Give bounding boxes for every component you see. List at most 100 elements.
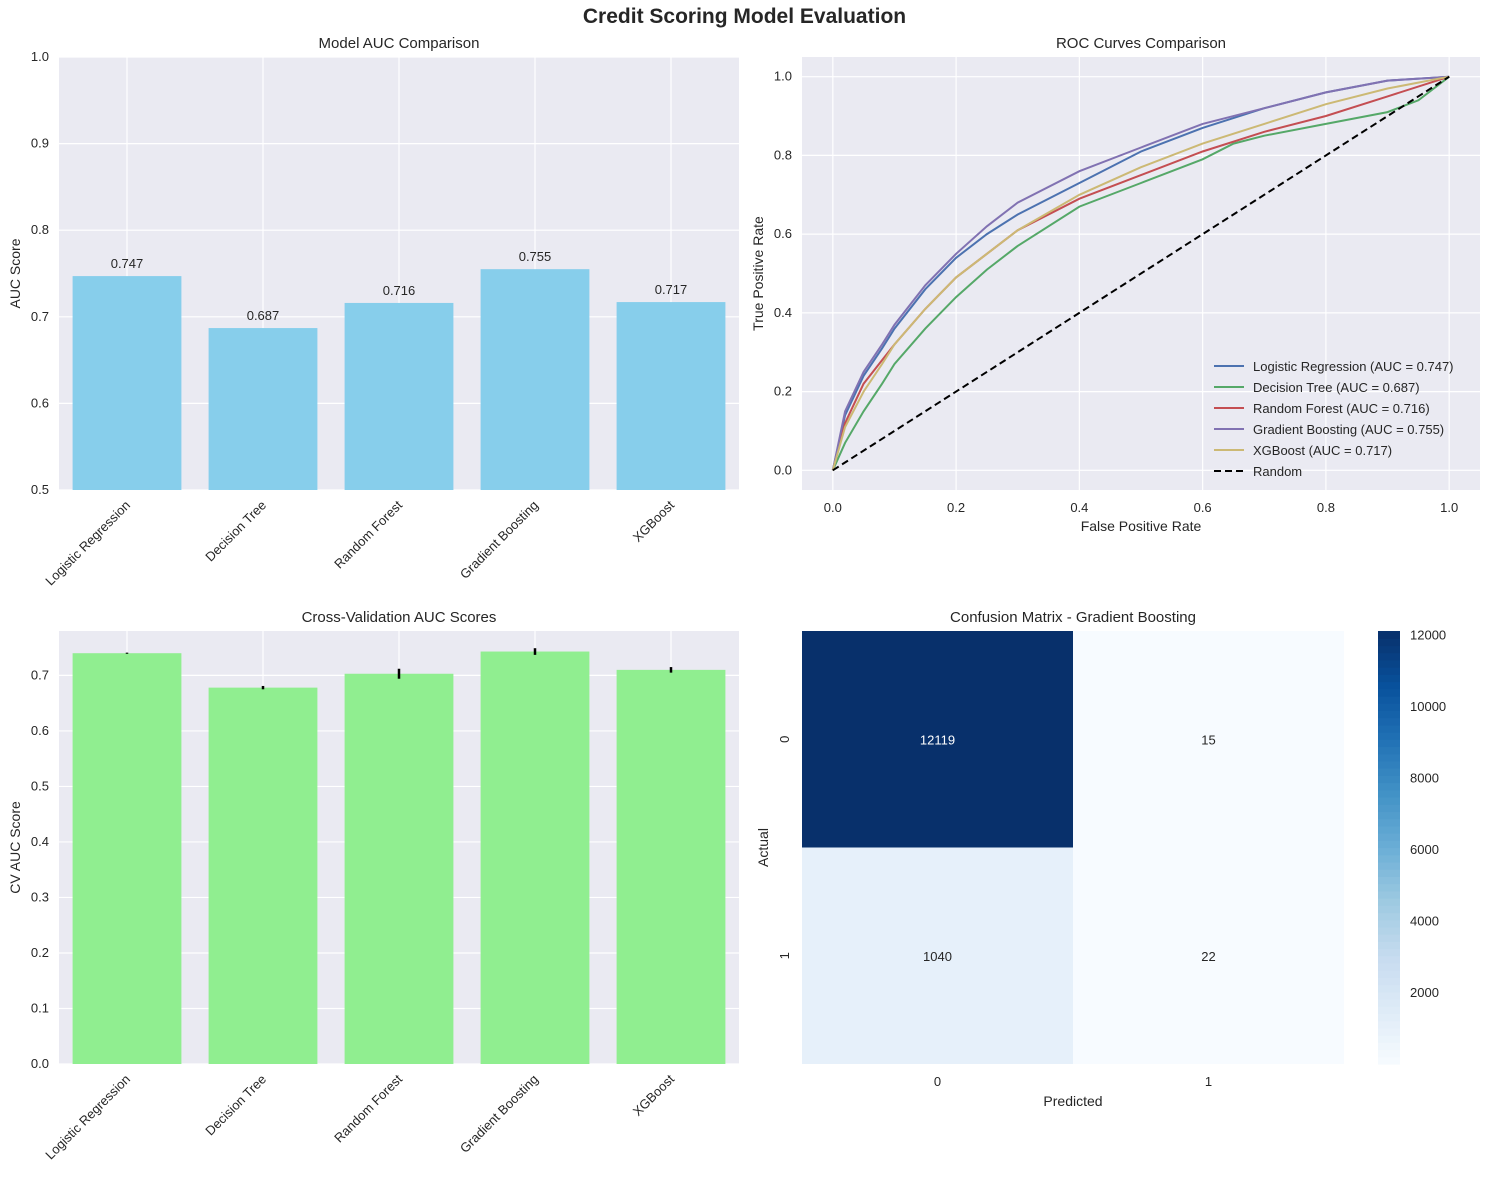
heatmap-y-label: Actual: [755, 828, 771, 867]
auc-y-tick: 0.8: [31, 222, 49, 237]
cv-y-tick: 0.5: [31, 778, 49, 793]
colorbar-tick: 12000: [1410, 627, 1446, 642]
colorbar-segment: [1378, 1006, 1400, 1015]
colorbar-segment: [1378, 905, 1400, 914]
heatmap-cell-label: 15: [1201, 732, 1215, 747]
colorbar-segment: [1378, 840, 1400, 849]
auc-chart: 0.747 0.687 0.716 0.755 0.717 0.5 0.6 0.7 0.8 0.9…: [7, 35, 739, 588]
colorbar-segment: [1378, 861, 1400, 870]
colorbar-segment: [1378, 1042, 1400, 1051]
cv-x-tick: Random Forest: [331, 1071, 405, 1145]
auc-title: Model AUC Comparison: [319, 35, 480, 52]
heatmap-y-tick: 1: [777, 952, 792, 959]
heatmap-x-label: Predicted: [1043, 1093, 1102, 1109]
colorbar-segment: [1378, 703, 1400, 711]
auc-x-tick: XGBoost: [630, 497, 678, 545]
colorbar-segment: [1378, 941, 1400, 950]
colorbar-segment: [1378, 919, 1400, 928]
cv-title: Cross-Validation AUC Scores: [302, 609, 497, 626]
colorbar-segment: [1378, 811, 1400, 820]
colorbar-segment: [1378, 883, 1400, 892]
colorbar-segment: [1378, 746, 1400, 755]
colorbar-segment: [1378, 869, 1400, 877]
heatmap-y-tick: 0: [777, 736, 792, 743]
colorbar-segment: [1378, 753, 1400, 762]
roc-x-tick: 0.2: [947, 500, 965, 515]
cv-y-tick: 0.3: [31, 889, 49, 904]
colorbar-segment: [1378, 652, 1400, 661]
colorbar-segment: [1378, 934, 1400, 942]
colorbar-segment: [1378, 768, 1400, 776]
roc-series-line: [831, 75, 1450, 471]
auc-bar-label: 0.755: [519, 249, 552, 264]
confusion-matrix-chart: 12119 15 1040 22 0 1 0 1 Confusion Matrix - Grad…: [755, 609, 1446, 1109]
colorbar-segment: [1378, 645, 1400, 654]
colorbar-segment: [1378, 695, 1400, 704]
auc-bar: [616, 302, 726, 490]
cv-y-tick: 0.1: [31, 1000, 49, 1015]
heatmap-cell-label: 12119: [920, 732, 955, 747]
heatmap-cell: [802, 631, 1073, 848]
colorbar-segment: [1378, 710, 1400, 719]
colorbar-segment: [1378, 659, 1400, 668]
colorbar-segment: [1378, 833, 1400, 841]
cv-x-tick: Decision Tree: [202, 1072, 269, 1139]
colorbar-segment: [1378, 970, 1400, 978]
colorbar-segment: [1378, 638, 1400, 647]
auc-x-tick: Random Forest: [331, 497, 405, 571]
roc-legend: Logistic Regression (AUC = 0.747) Decisio…: [1214, 359, 1454, 479]
roc-x-tick: 1.0: [1440, 500, 1458, 515]
heatmap-cell: [1073, 847, 1344, 1064]
colorbar-segment: [1378, 854, 1400, 863]
roc-x-tick: 0.8: [1317, 500, 1335, 515]
roc-title: ROC Curves Comparison: [1056, 35, 1226, 52]
colorbar-segment: [1378, 681, 1400, 690]
colorbar-segment: [1378, 926, 1400, 935]
auc-bar-label: 0.717: [655, 282, 688, 297]
colorbar-segment: [1378, 876, 1400, 885]
colorbar-tick: 8000: [1410, 770, 1439, 785]
roc-y-tick: 0.0: [774, 462, 792, 477]
colorbar-tick: 10000: [1410, 699, 1446, 714]
heatmap-colorbar: 2000 4000 6000 8000 10000 12000: [1378, 627, 1446, 1065]
roc-legend-entry: Random Forest (AUC = 0.716): [1253, 401, 1430, 416]
auc-bar-label: 0.716: [383, 283, 416, 298]
cv-x-tick: Gradient Boosting: [457, 1072, 541, 1156]
colorbar-segment: [1378, 796, 1400, 805]
colorbar-segment: [1378, 847, 1400, 856]
colorbar-segment: [1378, 1013, 1400, 1022]
roc-y-tick: 0.6: [774, 226, 792, 241]
colorbar-segment: [1378, 1049, 1400, 1058]
roc-y-label: True Positive Rate: [750, 216, 766, 331]
heatmap-cell: [1073, 631, 1344, 848]
colorbar-tick: 6000: [1410, 842, 1439, 857]
colorbar-segment: [1378, 991, 1400, 1000]
colorbar-segment: [1378, 1056, 1400, 1065]
cv-y-tick: 0.2: [31, 945, 49, 960]
cv-bar: [344, 673, 454, 1064]
cv-bar: [616, 669, 726, 1064]
colorbar-segment: [1378, 955, 1400, 964]
roc-chart: 0.0 0.2 0.4 0.6 0.8 1.0 0.0 0.2 0.4 0.6 0.8 1.0 ROC …: [750, 35, 1480, 534]
colorbar-segment: [1378, 667, 1400, 675]
figure-title: Credit Scoring Model Evaluation: [582, 5, 907, 28]
colorbar-segment: [1378, 912, 1400, 921]
colorbar-segment: [1378, 717, 1400, 726]
colorbar-segment: [1378, 724, 1400, 733]
auc-bar: [72, 276, 182, 490]
colorbar-segment: [1378, 890, 1400, 899]
colorbar-segment: [1378, 984, 1400, 993]
roc-legend-entry: Random: [1253, 464, 1302, 479]
colorbar-segment: [1378, 977, 1400, 986]
heatmap-cell: [802, 847, 1073, 1064]
auc-bar: [344, 302, 454, 490]
cv-y-tick: 0.0: [31, 1056, 49, 1071]
colorbar-segment: [1378, 739, 1400, 748]
auc-y-tick: 0.7: [31, 309, 49, 324]
colorbar-segment: [1378, 782, 1400, 791]
auc-bar-label: 0.687: [247, 308, 280, 323]
colorbar-tick: 2000: [1410, 985, 1439, 1000]
roc-legend-entry: Gradient Boosting (AUC = 0.755): [1253, 422, 1444, 437]
auc-x-tick: Decision Tree: [202, 498, 269, 565]
cv-bar: [208, 687, 318, 1064]
